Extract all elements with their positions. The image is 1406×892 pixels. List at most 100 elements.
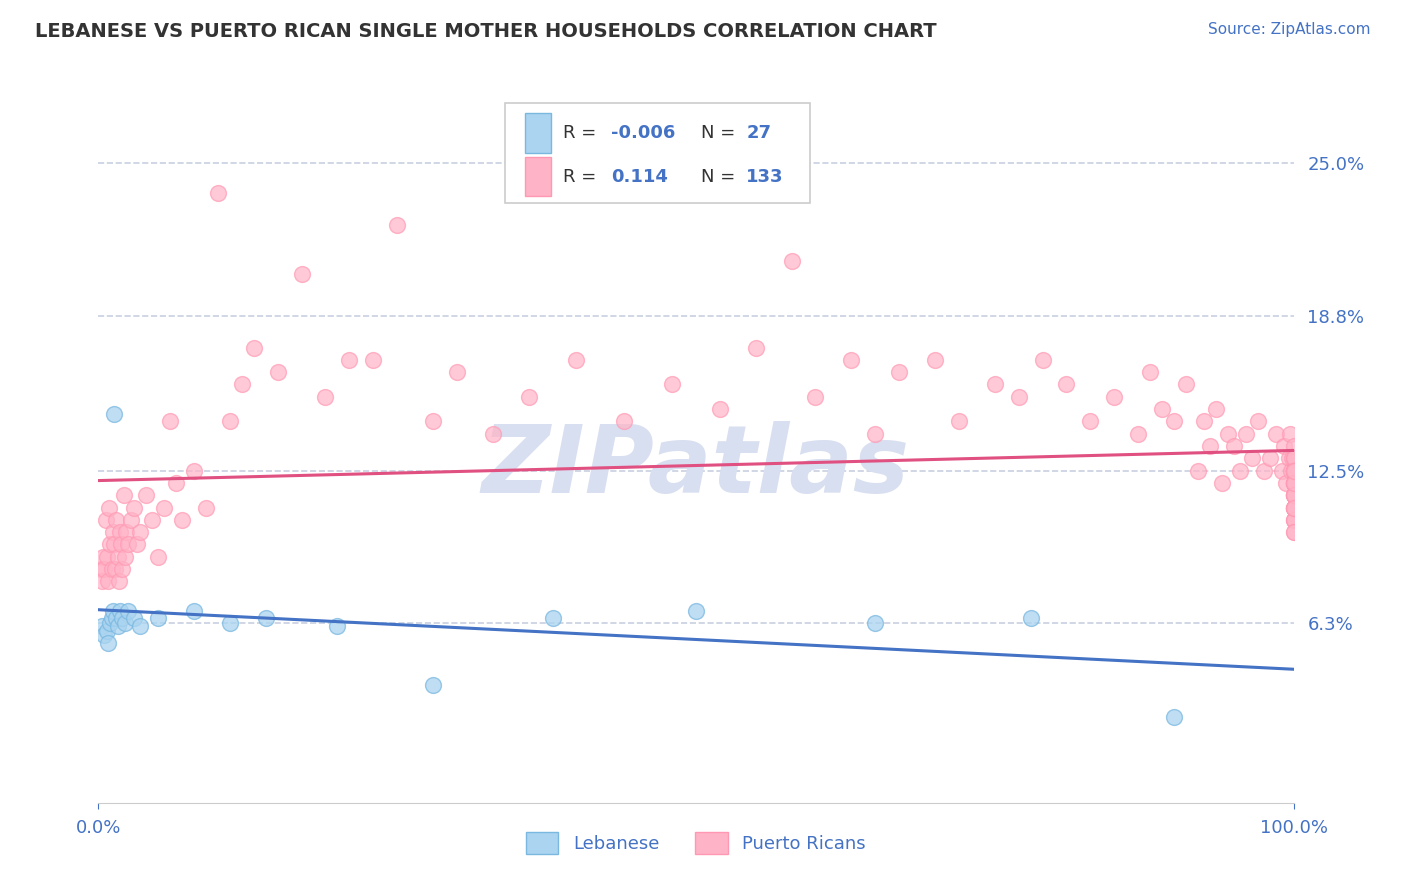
Point <box>1282 475 1305 490</box>
Point <box>339 352 361 367</box>
Point <box>1282 451 1305 466</box>
Point <box>1275 475 1298 490</box>
Point <box>254 611 277 625</box>
Point <box>135 488 157 502</box>
Point <box>1008 390 1031 404</box>
Point <box>804 390 827 404</box>
Point <box>1175 377 1198 392</box>
Point <box>117 604 139 618</box>
Point <box>159 414 181 428</box>
Point <box>98 616 122 631</box>
Point <box>1211 475 1233 490</box>
Point <box>1282 500 1305 515</box>
Point <box>1282 500 1305 515</box>
Point <box>120 513 142 527</box>
Point <box>1056 377 1078 392</box>
Text: R =: R = <box>564 124 596 142</box>
Point <box>1271 464 1294 478</box>
Point <box>1282 464 1305 478</box>
Point <box>385 218 409 232</box>
Point <box>267 365 290 379</box>
Point <box>1282 475 1305 490</box>
Point <box>1282 475 1305 490</box>
Point <box>1282 500 1305 515</box>
Text: -0.006: -0.006 <box>612 124 675 142</box>
Point <box>1080 414 1102 428</box>
Text: 0.114: 0.114 <box>612 168 668 186</box>
Point <box>1223 439 1246 453</box>
Point <box>153 500 176 515</box>
Point <box>165 475 187 490</box>
Point <box>101 604 124 618</box>
Point <box>172 513 194 527</box>
Point <box>91 549 114 564</box>
Point <box>124 611 146 625</box>
Point <box>96 549 118 564</box>
Point <box>1163 414 1185 428</box>
Point <box>613 414 636 428</box>
Point <box>1229 464 1251 478</box>
Point <box>422 678 444 692</box>
Point <box>91 618 114 632</box>
Point <box>865 616 887 631</box>
Point <box>1282 500 1305 515</box>
Point <box>1205 402 1227 417</box>
Point <box>1240 451 1263 466</box>
FancyBboxPatch shape <box>505 103 810 203</box>
Point <box>110 537 132 551</box>
Point <box>1247 414 1270 428</box>
Bar <box>524 113 551 153</box>
Point <box>219 414 242 428</box>
Point <box>1282 488 1305 502</box>
Text: ZIPatlas: ZIPatlas <box>482 421 910 514</box>
Point <box>96 624 118 638</box>
Point <box>1032 352 1054 367</box>
Point <box>98 500 121 515</box>
Point <box>948 414 970 428</box>
Point <box>780 254 803 268</box>
Point <box>107 549 129 564</box>
Point <box>111 611 134 625</box>
Point <box>97 574 120 589</box>
Point <box>1282 451 1305 466</box>
Point <box>114 616 136 631</box>
Point <box>1282 464 1305 478</box>
Point <box>482 426 505 441</box>
Point <box>1282 500 1305 515</box>
Point <box>1282 475 1305 490</box>
Point <box>1282 513 1305 527</box>
Point <box>363 352 385 367</box>
Point <box>315 390 337 404</box>
Point <box>107 574 129 589</box>
Point <box>661 377 683 392</box>
Point <box>1282 464 1305 478</box>
Point <box>129 618 152 632</box>
Text: 133: 133 <box>747 168 783 186</box>
Point <box>115 525 138 540</box>
Point <box>93 628 115 642</box>
Text: N =: N = <box>700 168 735 186</box>
Point <box>1282 513 1305 527</box>
Point <box>1282 488 1305 502</box>
Point <box>1282 464 1305 478</box>
Text: R =: R = <box>564 168 596 186</box>
Point <box>565 352 588 367</box>
Point <box>1282 464 1305 478</box>
Point <box>1234 426 1257 441</box>
Point <box>541 611 564 625</box>
Point <box>1282 464 1305 478</box>
Point <box>100 562 122 576</box>
Point <box>108 604 131 618</box>
Point <box>745 341 768 355</box>
Bar <box>524 157 551 196</box>
Point <box>104 562 127 576</box>
Point <box>422 414 444 428</box>
Point <box>1163 709 1185 723</box>
Point <box>1282 488 1305 502</box>
Point <box>1192 414 1215 428</box>
Point <box>446 365 468 379</box>
Point <box>112 488 135 502</box>
Point <box>1282 464 1305 478</box>
Point <box>207 186 229 200</box>
Point <box>1282 464 1305 478</box>
